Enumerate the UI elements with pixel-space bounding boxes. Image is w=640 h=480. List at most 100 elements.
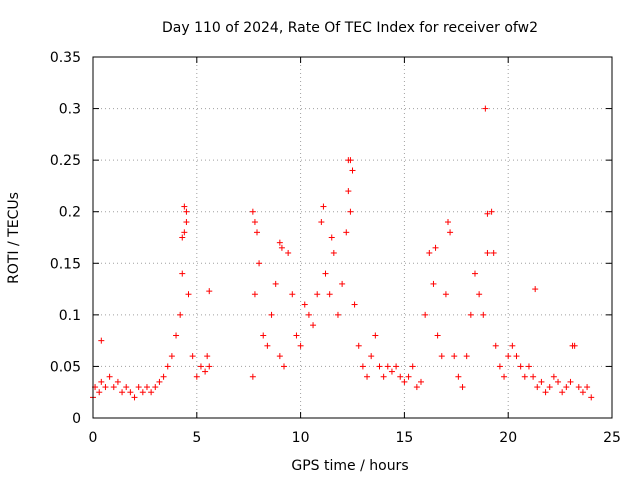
data-point (534, 384, 541, 391)
data-point (98, 337, 105, 344)
grid (93, 57, 612, 418)
data-point (442, 291, 449, 298)
data-point (193, 373, 200, 380)
y-tick-label: 0.1 (59, 308, 81, 324)
x-tick-label: 25 (603, 430, 621, 446)
data-point (380, 373, 387, 380)
data-point (177, 311, 184, 318)
data-point (264, 342, 271, 349)
data-point (447, 229, 454, 236)
data-point (569, 342, 576, 349)
data-point (525, 363, 532, 370)
data-point (139, 389, 146, 396)
data-point (588, 394, 595, 401)
data-point (249, 373, 256, 380)
y-tick-label: 0 (72, 411, 81, 427)
data-point (513, 353, 520, 360)
y-tick-label: 0.15 (50, 256, 81, 272)
data-point (413, 384, 420, 391)
data-point (372, 332, 379, 339)
y-tick-label: 0.2 (59, 205, 81, 221)
data-point (434, 332, 441, 339)
data-point (388, 368, 395, 375)
data-point (492, 342, 499, 349)
data-point (501, 373, 508, 380)
x-tick-label: 20 (499, 430, 517, 446)
data-point (143, 384, 150, 391)
data-point (575, 384, 582, 391)
data-point (509, 342, 516, 349)
data-point (278, 244, 285, 251)
data-point (148, 389, 155, 396)
data-point (156, 378, 163, 385)
data-point (351, 301, 358, 308)
data-point (330, 249, 337, 256)
data-point (276, 239, 283, 246)
data-point (305, 311, 312, 318)
data-point (334, 311, 341, 318)
data-point (555, 378, 562, 385)
data-point (364, 373, 371, 380)
x-tick-label: 0 (89, 430, 98, 446)
data-point (467, 311, 474, 318)
data-point (249, 208, 256, 215)
data-point (384, 363, 391, 370)
data-points (90, 105, 595, 401)
data-point (320, 203, 327, 210)
data-point (546, 384, 553, 391)
data-point (204, 353, 211, 360)
data-point (471, 270, 478, 277)
data-point (347, 157, 354, 164)
data-point (181, 203, 188, 210)
data-point (521, 373, 528, 380)
data-point (98, 378, 105, 385)
data-point (559, 389, 566, 396)
y-tick-label: 0.05 (50, 359, 81, 375)
data-point (168, 353, 175, 360)
data-point (251, 219, 258, 226)
data-point (505, 353, 512, 360)
x-tick-label: 5 (192, 430, 201, 446)
data-point (542, 389, 549, 396)
data-point (550, 373, 557, 380)
data-point (206, 363, 213, 370)
data-point (251, 291, 258, 298)
data-point (484, 210, 491, 217)
data-point (347, 208, 354, 215)
data-point (484, 249, 491, 256)
data-point (310, 322, 317, 329)
data-point (102, 384, 109, 391)
data-point (430, 280, 437, 287)
chart-title: Day 110 of 2024, Rate Of TEC Index for r… (162, 20, 538, 36)
y-tick-label: 0.35 (50, 50, 81, 66)
data-point (397, 373, 404, 380)
data-point (289, 291, 296, 298)
data-point (359, 363, 366, 370)
data-point (451, 353, 458, 360)
x-tick-label: 15 (395, 430, 413, 446)
data-point (179, 270, 186, 277)
x-tick-label: 10 (292, 430, 310, 446)
data-point (185, 291, 192, 298)
y-tick-label: 0.25 (50, 153, 81, 169)
data-point (343, 229, 350, 236)
x-axis-label: GPS time / hours (291, 458, 408, 474)
data-point (179, 234, 186, 241)
data-point (422, 311, 429, 318)
axis-ticks: 0 5 10 15 20 25 0 0.05 0.1 0.15 0.2 0.25 0.3 0.35 (50, 50, 621, 446)
data-point (328, 234, 335, 241)
data-point (426, 249, 433, 256)
data-point (345, 188, 352, 195)
data-point (480, 311, 487, 318)
data-point (444, 219, 451, 226)
data-point (110, 384, 117, 391)
data-point (418, 378, 425, 385)
data-point (297, 342, 304, 349)
data-point (432, 244, 439, 251)
data-point (318, 219, 325, 226)
data-point (256, 260, 263, 267)
data-point (301, 301, 308, 308)
data-point (405, 373, 412, 380)
data-point (438, 353, 445, 360)
data-point (152, 384, 159, 391)
